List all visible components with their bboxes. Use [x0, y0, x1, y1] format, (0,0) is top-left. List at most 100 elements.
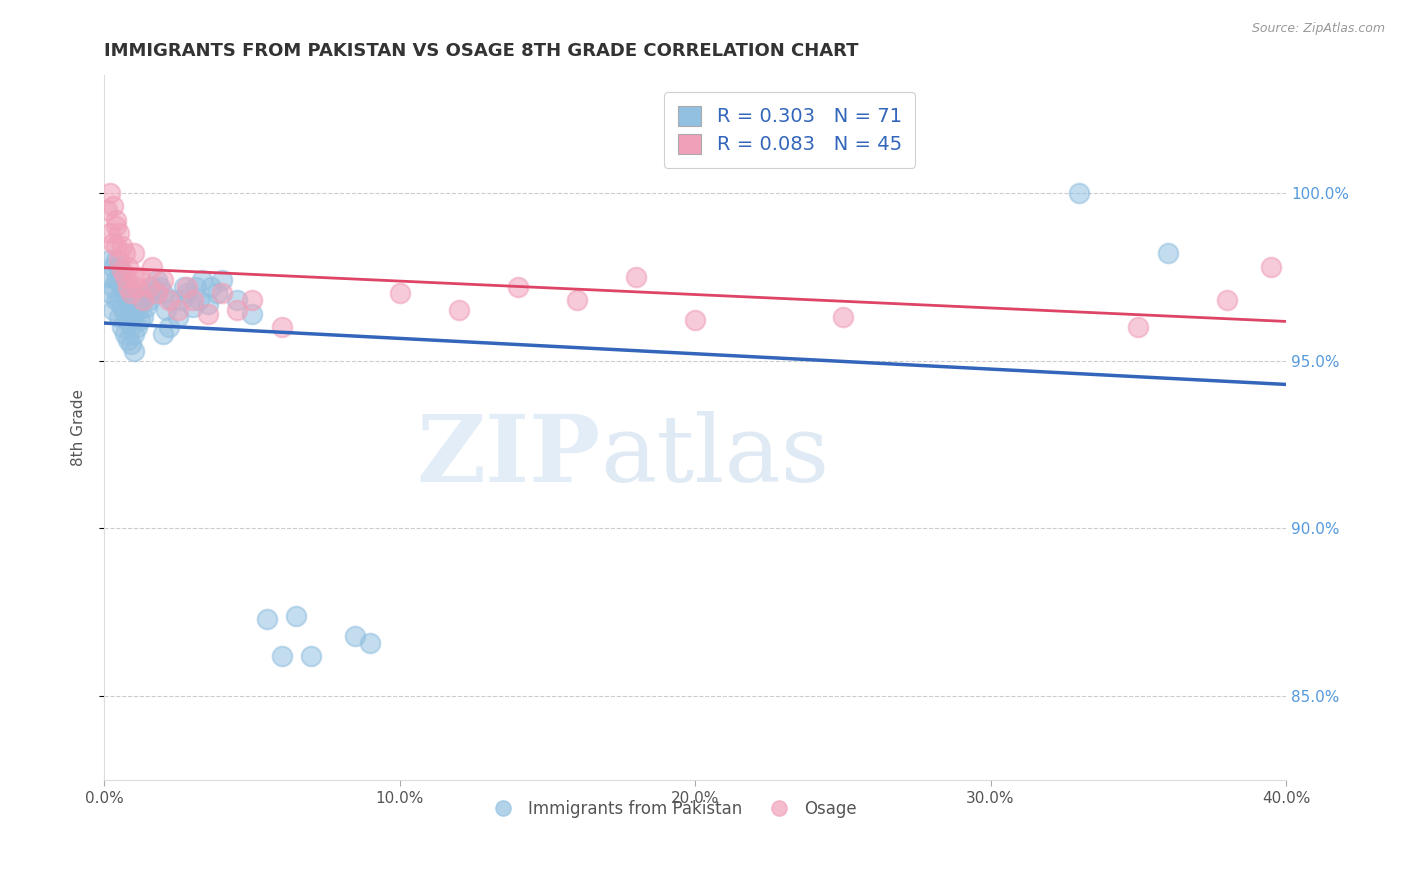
Point — [128, 313, 150, 327]
Point — [167, 310, 190, 324]
Point — [226, 293, 249, 308]
Point — [157, 293, 180, 308]
Text: atlas: atlas — [600, 411, 830, 501]
Point — [131, 293, 153, 308]
Point — [141, 279, 163, 293]
Text: Source: ZipAtlas.com: Source: ZipAtlas.com — [1251, 22, 1385, 36]
Point — [197, 296, 219, 310]
Point — [146, 286, 169, 301]
Point — [149, 279, 172, 293]
Point — [359, 635, 381, 649]
Point — [111, 300, 134, 314]
Point — [122, 326, 145, 341]
Point — [108, 260, 131, 274]
Point — [101, 260, 124, 274]
Point — [125, 320, 148, 334]
Point — [1157, 246, 1180, 260]
Point — [285, 608, 308, 623]
Point — [173, 279, 195, 293]
Point — [111, 320, 134, 334]
Point — [105, 212, 128, 227]
Point — [120, 286, 142, 301]
Point — [152, 326, 174, 341]
Point — [111, 279, 134, 293]
Point — [176, 286, 198, 301]
Point — [117, 279, 139, 293]
Point — [135, 286, 157, 301]
Point — [200, 279, 222, 293]
Point — [141, 260, 163, 274]
Point — [131, 310, 153, 324]
Point — [98, 286, 121, 301]
Point — [146, 273, 169, 287]
Point — [226, 303, 249, 318]
Point — [128, 269, 150, 284]
Point — [114, 307, 136, 321]
Point — [155, 303, 177, 318]
Point — [270, 320, 292, 334]
Point — [157, 320, 180, 334]
Point — [111, 263, 134, 277]
Point — [344, 629, 367, 643]
Point — [624, 269, 647, 284]
Point — [111, 239, 134, 253]
Point — [114, 246, 136, 260]
Point — [143, 286, 166, 301]
Point — [205, 286, 228, 301]
Point — [122, 269, 145, 284]
Point — [108, 226, 131, 240]
Point — [152, 286, 174, 301]
Point — [131, 293, 153, 308]
Point — [170, 293, 193, 308]
Point — [191, 273, 214, 287]
Point — [447, 303, 470, 318]
Point — [388, 286, 411, 301]
Point — [1260, 260, 1282, 274]
Point — [181, 293, 204, 308]
Point — [105, 273, 128, 287]
Point — [114, 269, 136, 284]
Point — [162, 293, 184, 308]
Point — [240, 293, 263, 308]
Point — [125, 303, 148, 318]
Point — [114, 326, 136, 341]
Point — [114, 286, 136, 301]
Point — [117, 334, 139, 348]
Y-axis label: 8th Grade: 8th Grade — [72, 389, 86, 467]
Point — [101, 199, 124, 213]
Point — [105, 293, 128, 308]
Point — [167, 303, 190, 318]
Point — [96, 269, 118, 284]
Text: ZIP: ZIP — [416, 411, 600, 501]
Point — [117, 293, 139, 308]
Point — [197, 307, 219, 321]
Point — [101, 236, 124, 251]
Point — [565, 293, 588, 308]
Legend: Immigrants from Pakistan, Osage: Immigrants from Pakistan, Osage — [479, 794, 863, 825]
Point — [138, 279, 160, 293]
Point — [101, 279, 124, 293]
Point — [105, 239, 128, 253]
Point — [117, 260, 139, 274]
Point — [184, 279, 207, 293]
Point — [1216, 293, 1239, 308]
Point — [270, 649, 292, 664]
Point — [108, 273, 131, 287]
Point — [176, 279, 198, 293]
Point — [98, 186, 121, 200]
Text: IMMIGRANTS FROM PAKISTAN VS OSAGE 8TH GRADE CORRELATION CHART: IMMIGRANTS FROM PAKISTAN VS OSAGE 8TH GR… — [104, 42, 859, 60]
Point — [111, 266, 134, 280]
Point — [256, 612, 278, 626]
Point — [1128, 320, 1150, 334]
Point — [120, 320, 142, 334]
Point — [138, 293, 160, 308]
Point — [181, 300, 204, 314]
Point — [105, 219, 128, 234]
Point — [122, 246, 145, 260]
Point — [135, 300, 157, 314]
Point — [187, 293, 209, 308]
Point — [122, 343, 145, 358]
Point — [108, 252, 131, 267]
Point — [128, 293, 150, 308]
Point — [831, 310, 853, 324]
